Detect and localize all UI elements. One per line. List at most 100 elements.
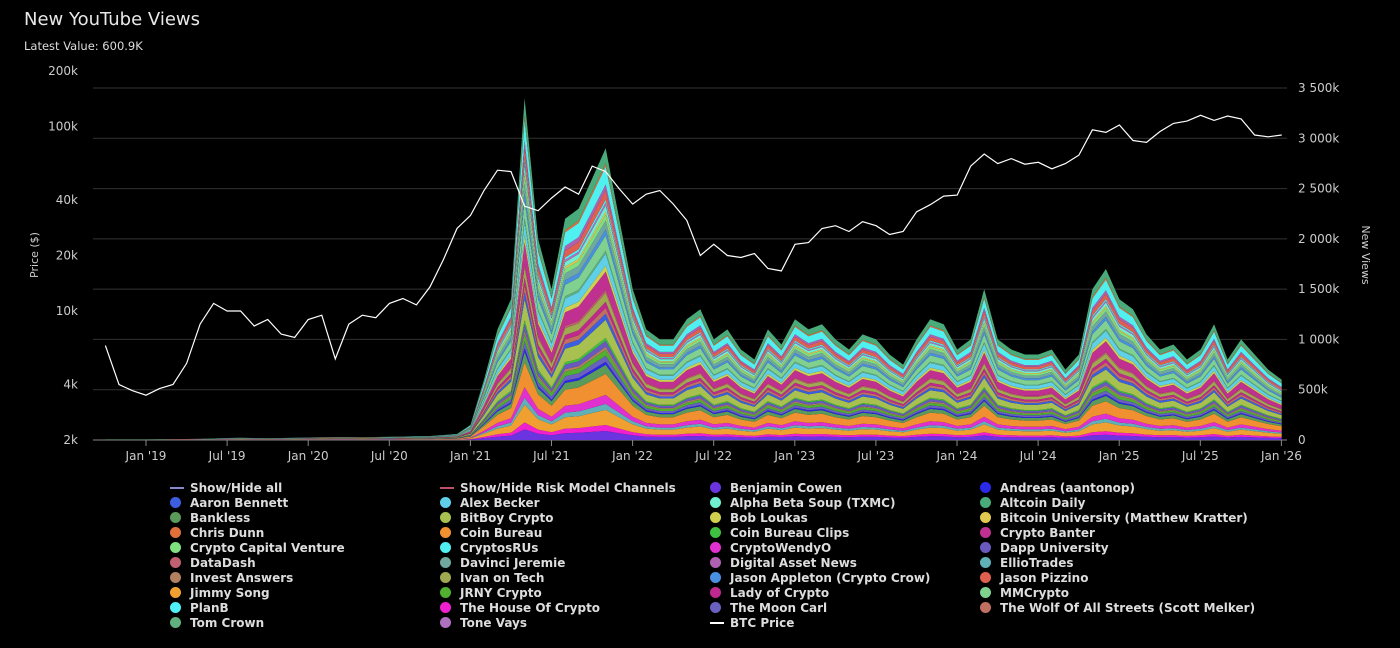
y-right-tick: 500k	[1298, 383, 1328, 397]
dot-marker-icon	[980, 482, 991, 493]
legend-item[interactable]: Jason Appleton (Crypto Crow)	[710, 570, 980, 585]
legend-item[interactable]: Jason Pizzino	[980, 570, 1280, 585]
area-benjamin-cowen[interactable]	[105, 429, 1282, 440]
legend-item[interactable]: CryptoWendyO	[710, 540, 980, 555]
dot-marker-icon	[980, 497, 991, 508]
legend-label: Alpha Beta Soup (TXMC)	[730, 495, 896, 510]
legend-item[interactable]: Bob Loukas	[710, 510, 980, 525]
x-tick: Jul '20	[370, 449, 408, 463]
legend-item[interactable]: Show/Hide Risk Model Channels	[440, 480, 710, 495]
dot-marker-icon	[440, 572, 451, 583]
legend-item[interactable]: Bankless	[170, 510, 440, 525]
legend-item[interactable]: BitBoy Crypto	[440, 510, 710, 525]
legend-item[interactable]: Invest Answers	[170, 570, 440, 585]
legend-label: Coin Bureau	[460, 525, 543, 540]
legend-item[interactable]: Alpha Beta Soup (TXMC)	[710, 495, 980, 510]
legend-item[interactable]: Ivan on Tech	[440, 570, 710, 585]
x-tick: Jul '24	[1019, 449, 1057, 463]
legend-label: JRNY Crypto	[460, 585, 542, 600]
dot-marker-icon	[980, 527, 991, 538]
x-tick: Jan '20	[287, 449, 329, 463]
x-tick: Jul '25	[1181, 449, 1219, 463]
legend-label: Tom Crown	[190, 615, 265, 630]
y-left-tick: 20k	[56, 249, 78, 263]
line-marker-icon	[710, 621, 724, 624]
y-right-tick: 2 000k	[1298, 232, 1339, 246]
legend-item[interactable]: Dapp University	[980, 540, 1280, 555]
y-left-tick: 100k	[48, 120, 78, 134]
dot-marker-icon	[710, 587, 721, 598]
legend-item[interactable]: The House Of Crypto	[440, 600, 710, 615]
legend-item[interactable]: Coin Bureau	[440, 525, 710, 540]
y-left-tick: 200k	[48, 64, 78, 78]
x-tick: Jan '19	[125, 449, 167, 463]
x-tick: Jan '24	[936, 449, 978, 463]
legend-item[interactable]: The Wolf Of All Streets (Scott Melker)	[980, 600, 1280, 615]
chart-title: New YouTube Views	[24, 9, 200, 30]
dot-marker-icon	[440, 587, 451, 598]
y-left-tick: 10k	[56, 304, 78, 318]
legend-item[interactable]: BTC Price	[710, 615, 980, 630]
area-the-house-of-crypto[interactable]	[105, 422, 1282, 440]
dot-marker-icon	[710, 572, 721, 583]
legend-label: Tone Vays	[460, 615, 528, 630]
legend-item[interactable]: Digital Asset News	[710, 555, 980, 570]
legend-item[interactable]: Alex Becker	[440, 495, 710, 510]
legend-item[interactable]: Jimmy Song	[170, 585, 440, 600]
legend-item[interactable]: MMCrypto	[980, 585, 1280, 600]
y-right-tick: 1 500k	[1298, 282, 1339, 296]
dot-marker-icon	[170, 542, 181, 553]
legend-label: Jimmy Song	[190, 585, 270, 600]
dot-marker-icon	[710, 512, 721, 523]
legend-label: Jason Pizzino	[1000, 570, 1089, 585]
legend-item[interactable]: The Moon Carl	[710, 600, 980, 615]
legend-label: Benjamin Cowen	[730, 480, 843, 495]
x-tick: Jan '26	[1260, 449, 1302, 463]
area-jimmy-song[interactable]	[105, 404, 1282, 440]
dot-marker-icon	[710, 482, 721, 493]
dot-marker-icon	[980, 572, 991, 583]
legend-item[interactable]: CryptosRUs	[440, 540, 710, 555]
dot-marker-icon	[440, 617, 451, 628]
legend-item[interactable]: EllioTrades	[980, 555, 1280, 570]
x-tick: Jan '25	[1098, 449, 1140, 463]
legend: Show/Hide all Show/Hide Risk Model Channe…	[170, 480, 1290, 630]
dot-marker-icon	[710, 542, 721, 553]
legend-label: CryptosRUs	[460, 540, 539, 555]
legend-item[interactable]: DataDash	[170, 555, 440, 570]
legend-label: The House Of Crypto	[460, 600, 601, 615]
x-tick: Jul '22	[694, 449, 732, 463]
legend-item[interactable]: Andreas (aantonop)	[980, 480, 1280, 495]
legend-label: EllioTrades	[1000, 555, 1074, 570]
dot-marker-icon	[980, 557, 991, 568]
legend-item[interactable]: Bitcoin University (Matthew Kratter)	[980, 510, 1280, 525]
legend-item[interactable]: Aaron Bennett	[170, 495, 440, 510]
dot-marker-icon	[440, 527, 451, 538]
y-left-tick: 4k	[63, 377, 78, 391]
y-right-tick: 2 500k	[1298, 182, 1339, 196]
btc-price-line	[104, 114, 1282, 396]
legend-item[interactable]: Crypto Capital Venture	[170, 540, 440, 555]
legend-item[interactable]: JRNY Crypto	[440, 585, 710, 600]
legend-item[interactable]: Altcoin Daily	[980, 495, 1280, 510]
legend-label: Ivan on Tech	[460, 570, 545, 585]
legend-item[interactable]: Coin Bureau Clips	[710, 525, 980, 540]
y-right-tick: 3 000k	[1298, 131, 1339, 145]
legend-item[interactable]: Show/Hide all	[170, 480, 440, 495]
legend-label: Digital Asset News	[730, 555, 857, 570]
legend-label: The Moon Carl	[730, 600, 828, 615]
legend-item[interactable]: PlanB	[170, 600, 440, 615]
legend-item[interactable]: Tone Vays	[440, 615, 710, 630]
y-left-tick: 40k	[56, 193, 78, 207]
y-right-tick: 1 000k	[1298, 332, 1339, 346]
legend-item[interactable]: Chris Dunn	[170, 525, 440, 540]
x-tick: Jul '21	[532, 449, 570, 463]
x-tick: Jan '22	[611, 449, 653, 463]
legend-item[interactable]: Benjamin Cowen	[710, 480, 980, 495]
legend-item[interactable]: Crypto Banter	[980, 525, 1280, 540]
legend-item[interactable]: Lady of Crypto	[710, 585, 980, 600]
legend-item[interactable]: Davinci Jeremie	[440, 555, 710, 570]
line-marker-icon	[440, 486, 454, 489]
legend-label: The Wolf Of All Streets (Scott Melker)	[1000, 600, 1256, 615]
legend-item[interactable]: Tom Crown	[170, 615, 440, 630]
